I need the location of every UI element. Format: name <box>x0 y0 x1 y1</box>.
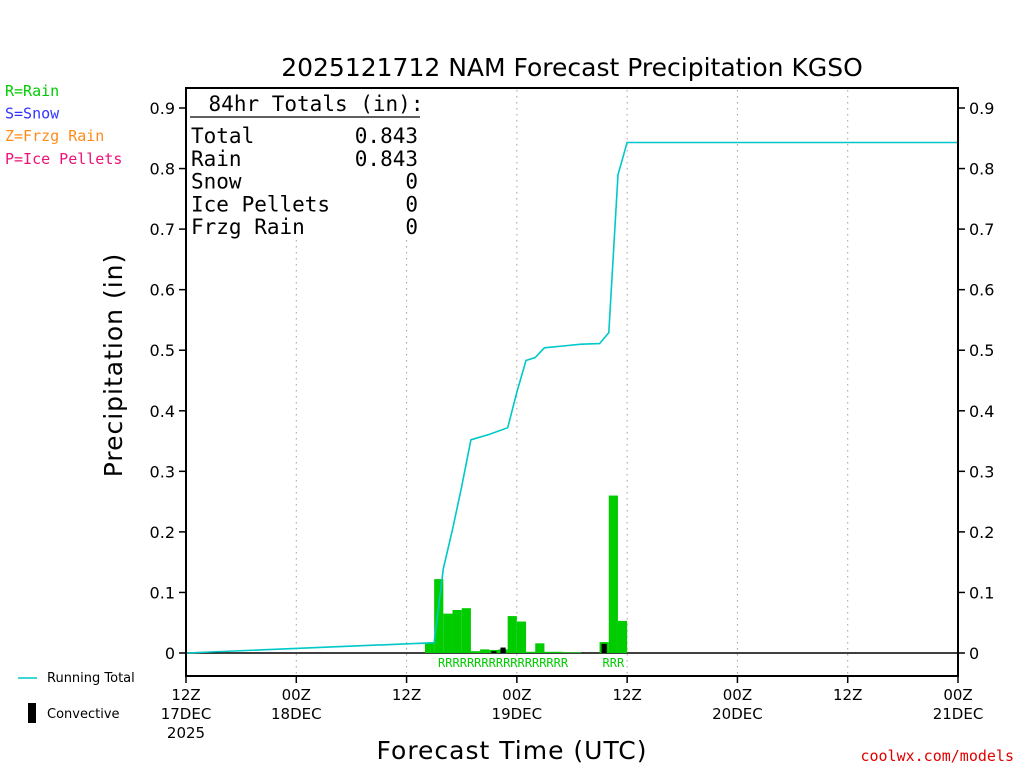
credit-text: coolwx.com/models <box>860 747 1014 765</box>
x-tick-time-label: 00Z <box>723 686 752 704</box>
y-tick-label-left: 0.1 <box>150 583 175 602</box>
y-tick-label-left: 0.5 <box>150 341 175 360</box>
precip-bar <box>507 616 517 653</box>
precip-bar <box>544 651 554 653</box>
x-tick-date-label: 21DEC <box>933 705 984 723</box>
precip-bar <box>608 495 618 653</box>
y-tick-label-right: 0.6 <box>969 281 994 300</box>
plot-frame <box>185 87 959 677</box>
x-tick-date-label: 18DEC <box>271 705 322 723</box>
y-axis-label: Precipitation (in) <box>99 253 128 478</box>
totals-row-value: 0 <box>405 170 418 194</box>
precip-bar <box>617 620 628 653</box>
y-tick-label-right: 0.9 <box>969 99 994 118</box>
precip-bar <box>470 651 481 653</box>
precip-type-label: RRRRRRRRRRRRRRRRRR <box>438 656 569 670</box>
x-tick-time-label: 12Z <box>612 686 641 704</box>
precip-bar <box>572 652 582 653</box>
totals-box: 84hr Totals (in): Total 0.843 Rain 0.843 Snow… <box>190 90 426 240</box>
x-tick-date-label: 17DEC <box>161 705 212 723</box>
y-tick-label-right: 0.2 <box>969 523 994 542</box>
y-tick-label-left: 0 <box>165 644 175 663</box>
totals-row-value: 0.843 <box>355 147 418 171</box>
precip-bar <box>516 621 527 653</box>
precip-bar <box>535 643 545 653</box>
precip-bar <box>461 608 471 653</box>
precip-type-key: R=Rain S=Snow Z=Frzg Rain P=Ice Pellets <box>5 82 122 168</box>
precip-bar <box>452 610 462 653</box>
y-tick-label-left: 0.8 <box>150 160 175 179</box>
y-tick-label-right: 0.3 <box>969 462 994 481</box>
precip-bar <box>553 651 563 653</box>
totals-row-label: Total <box>191 124 254 148</box>
x-axis-label: Forecast Time (UTC) <box>377 736 648 765</box>
totals-row-value: 0.843 <box>355 124 418 148</box>
legend-running-total-label: Running Total <box>47 671 135 686</box>
convective-bar <box>491 651 497 653</box>
convective-bars <box>491 643 607 653</box>
totals-header: 84hr Totals (in): <box>209 92 424 116</box>
chart-legend: Running Total Convective <box>18 671 135 723</box>
precip-type-key-entry: S=Snow <box>5 105 60 123</box>
x-tick-time-label: 12Z <box>833 686 862 704</box>
y-axis-ticks: 0 00.1 0.10.2 0.20.3 0.30.4 0.40.5 0.50.6 0.60.… <box>150 99 995 663</box>
precip-type-labels: RRRRRRRRRRRRRRRRRR RRR <box>438 656 625 670</box>
totals-row-label: Frzg Rain <box>191 215 305 239</box>
convective-bar <box>601 643 607 653</box>
x-tick-time-label: 12Z <box>171 686 200 704</box>
legend-convective-swatch <box>28 703 36 723</box>
precip-type-label: RRR <box>603 656 625 670</box>
x-tick-time-label: 12Z <box>392 686 421 704</box>
y-tick-label-left: 0.7 <box>150 220 175 239</box>
y-tick-label-left: 0.4 <box>150 402 175 421</box>
totals-row-label: Rain <box>191 147 242 171</box>
x-tick-time-label: 00Z <box>943 686 972 704</box>
totals-box-background <box>190 90 426 240</box>
convective-bar <box>500 647 506 653</box>
y-tick-label-right: 0.1 <box>969 583 994 602</box>
y-tick-label-left: 0.6 <box>150 281 175 300</box>
precip-type-key-entry: R=Rain <box>5 82 59 100</box>
running-total-line <box>185 141 958 654</box>
precip-type-key-entry: Z=Frzg Rain <box>5 127 104 145</box>
chart-title: 2025121712 NAM Forecast Precipitation KG… <box>281 53 863 82</box>
precip-bar <box>443 613 453 653</box>
y-tick-label-left: 0.9 <box>150 99 175 118</box>
y-tick-label-right: 0.8 <box>969 160 994 179</box>
y-tick-label-right: 0.5 <box>969 341 994 360</box>
precip-bar <box>424 642 435 653</box>
precip-type-key-entry: P=Ice Pellets <box>5 150 122 168</box>
precip-bar <box>562 652 572 653</box>
y-tick-label-right: 0.7 <box>969 220 994 239</box>
x-tick-time-label: 00Z <box>282 686 311 704</box>
totals-row-label: Ice Pellets <box>191 192 330 216</box>
y-tick-label-right: 0.4 <box>969 402 994 421</box>
precip-bar <box>526 651 536 653</box>
x-tick-date-label: 20DEC <box>712 705 763 723</box>
totals-row-label: Snow <box>191 170 242 194</box>
y-tick-label-left: 0.2 <box>150 523 175 542</box>
totals-row-value: 0 <box>405 215 418 239</box>
x-tick-year-label: 2025 <box>167 724 205 742</box>
y-tick-label-right: 0 <box>969 644 979 663</box>
hourly-precip-bars <box>424 495 628 653</box>
precip-bar <box>480 649 490 653</box>
x-tick-time-label: 00Z <box>502 686 531 704</box>
legend-convective-label: Convective <box>47 707 120 722</box>
precip-bar <box>434 579 444 653</box>
y-tick-label-left: 0.3 <box>150 462 175 481</box>
x-tick-date-label: 19DEC <box>492 705 543 723</box>
totals-row-value: 0 <box>405 192 418 216</box>
